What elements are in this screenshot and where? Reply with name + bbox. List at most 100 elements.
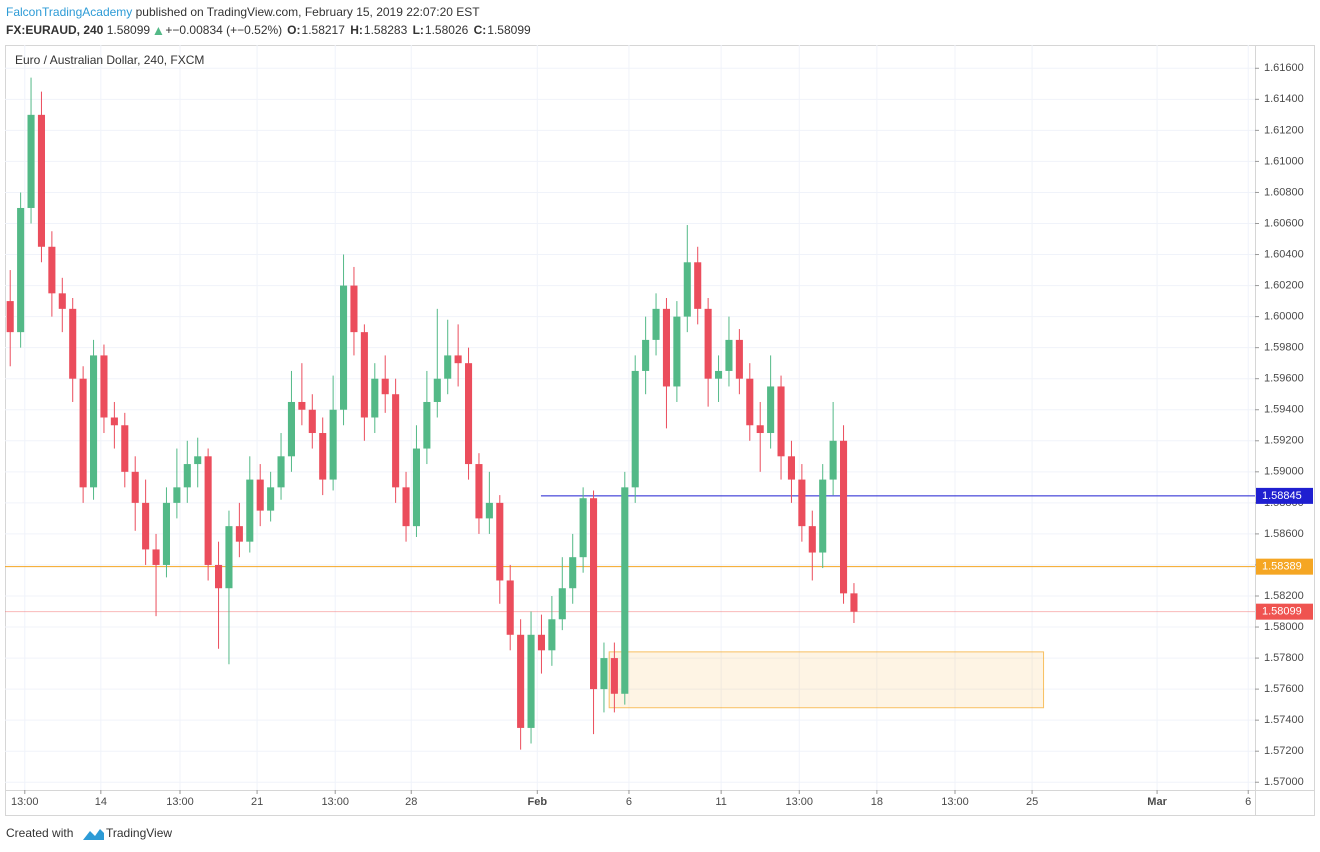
candle-body: [360, 332, 368, 418]
candle-body: [392, 394, 400, 488]
candle-body: [465, 363, 473, 465]
author[interactable]: FalconTradingAcademy: [6, 5, 132, 19]
x-tick-label: 18: [871, 796, 883, 808]
candle-body: [37, 114, 45, 247]
y-tick-label: 1.60800: [1264, 186, 1304, 198]
candle-body: [215, 564, 223, 589]
candle-body: [110, 417, 118, 426]
candle-body: [808, 526, 816, 553]
candle-body: [694, 262, 702, 309]
zone-layer: [608, 651, 1045, 709]
level-label-box: [1256, 603, 1313, 620]
candle-body: [485, 502, 493, 519]
candle-body: [819, 479, 827, 553]
candle-body: [194, 456, 202, 465]
candle-body: [79, 378, 87, 488]
y-tick-label: 1.58000: [1264, 621, 1304, 633]
axis-layer: 1.57000 1.57200 1.57400 1.57600 1.57800 1.580…: [11, 62, 1313, 808]
candle-body: [454, 355, 462, 364]
candle-body: [402, 487, 410, 527]
candle-body: [673, 316, 681, 387]
x-tick-label: Feb: [528, 796, 548, 808]
x-tick-label: 14: [95, 796, 107, 808]
candle-body: [433, 378, 441, 402]
level-label: 1.58099: [1262, 606, 1302, 618]
candle-body: [350, 285, 358, 333]
grid: [5, 45, 1255, 790]
candle-body: [475, 464, 483, 519]
candle-body: [652, 308, 660, 340]
candle-body: [225, 526, 233, 589]
candle-body: [173, 487, 181, 503]
candle-body: [590, 498, 598, 690]
published: published on TradingView.com, February 1…: [136, 5, 481, 19]
last: 1.58099: [107, 23, 151, 37]
quote-line: FX:EURAUD, 240 1.58099: [6, 23, 150, 37]
candle-body: [6, 301, 14, 333]
x-tick-label: 13:00: [11, 796, 39, 808]
candle-body: [777, 386, 785, 457]
footer-text: Created with: [6, 826, 73, 840]
ohlc-value: 1.58026: [425, 23, 469, 37]
publish-line: FalconTradingAcademy published on Tradin…: [6, 5, 480, 19]
ohlc-key: H:: [350, 23, 363, 37]
symbol: FX:EURAUD, 240: [6, 23, 104, 37]
candle-body: [735, 339, 743, 379]
candle-body: [381, 378, 389, 395]
y-tick-label: 1.60600: [1264, 217, 1304, 229]
candle-body: [235, 526, 243, 542]
candle-body: [27, 114, 35, 208]
candle-body: [58, 293, 66, 309]
level-layer: [5, 495, 1255, 613]
zone-box: [608, 651, 1045, 709]
candle-body: [162, 502, 170, 565]
candle-body: [829, 440, 837, 480]
tv-logo[interactable]: TradingView: [83, 826, 172, 840]
candle-body: [131, 471, 139, 503]
y-tick-label: 1.57800: [1264, 652, 1304, 664]
candle-body: [756, 425, 764, 434]
candle-body: [256, 479, 264, 511]
y-tick-label: 1.61000: [1264, 155, 1304, 167]
x-tick-label: 13:00: [166, 796, 194, 808]
candle-body: [715, 370, 723, 379]
x-tick-label: 28: [405, 796, 417, 808]
candle-body: [662, 308, 670, 387]
candle-body: [142, 502, 150, 550]
y-tick-label: 1.61400: [1264, 93, 1304, 105]
candle-body: [496, 502, 504, 581]
candle-body: [371, 378, 379, 418]
y-tick-label: 1.57400: [1264, 714, 1304, 726]
change: +−0.00834 (+−0.52%): [165, 23, 282, 37]
candle-body: [600, 658, 608, 690]
y-tick-label: 1.59800: [1264, 342, 1304, 354]
y-tick-label: 1.57600: [1264, 683, 1304, 695]
candle-body: [642, 339, 650, 371]
ohlc-value: 1.58217: [302, 23, 346, 37]
candle-body: [537, 634, 545, 651]
x-tick-label: 6: [626, 796, 632, 808]
candle-body: [287, 401, 295, 457]
y-tick-label: 1.58200: [1264, 590, 1304, 602]
x-tick-label: 13:00: [321, 796, 349, 808]
candle-layer: [6, 77, 858, 750]
y-tick-label: 1.60200: [1264, 279, 1304, 291]
footer-brand[interactable]: TradingView: [106, 826, 172, 840]
y-tick-label: 1.59000: [1264, 466, 1304, 478]
x-tick-label: Mar: [1147, 796, 1167, 808]
candle-body: [340, 285, 348, 410]
candle-body: [548, 619, 556, 651]
candle-body: [704, 308, 712, 379]
level-label: 1.58845: [1262, 490, 1302, 502]
y-tick-label: 1.57200: [1264, 745, 1304, 757]
candle-body: [308, 409, 316, 434]
candle-body: [798, 479, 806, 527]
y-tick-label: 1.58600: [1264, 528, 1304, 540]
candle-body: [246, 479, 254, 542]
y-tick-label: 1.61200: [1264, 124, 1304, 136]
level-label-box: [1256, 558, 1313, 575]
x-tick-label: 13:00: [786, 796, 814, 808]
x-tick-label: 11: [715, 796, 726, 808]
level-label-box: [1256, 487, 1313, 504]
